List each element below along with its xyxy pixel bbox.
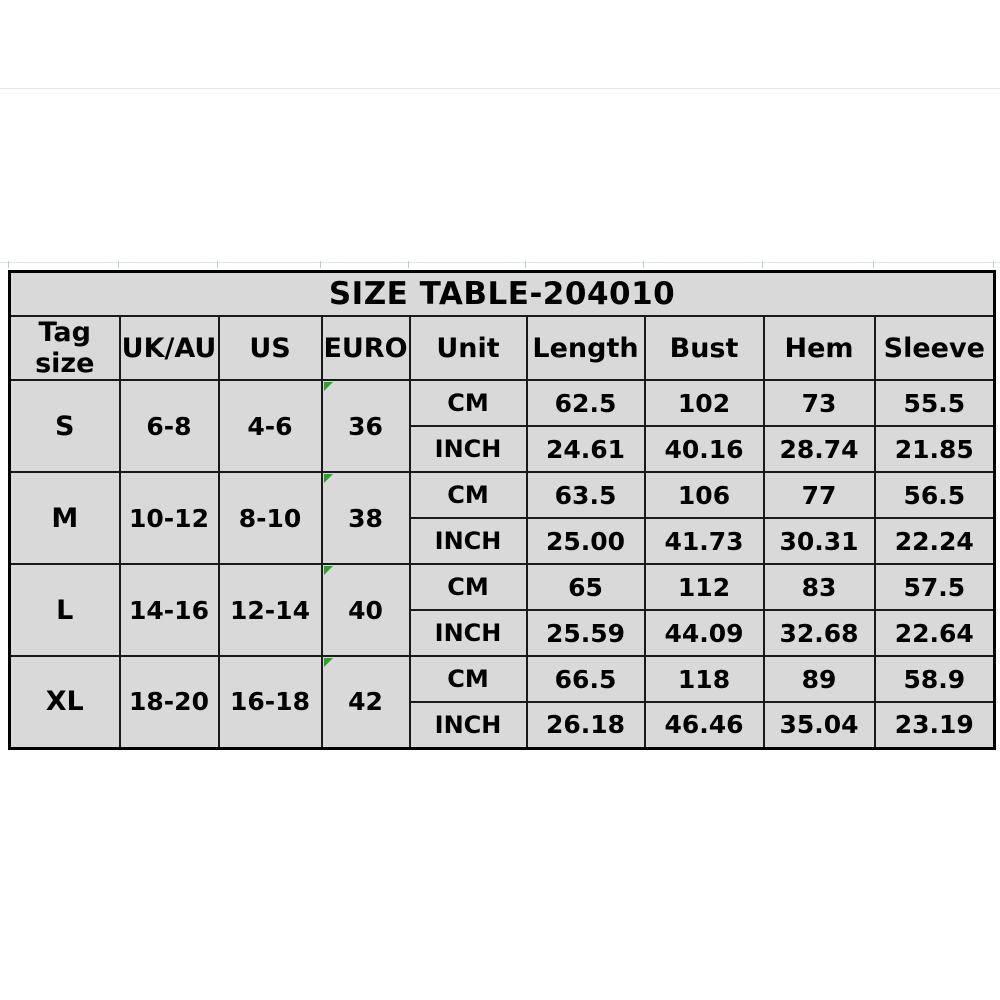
- background-gridline: [0, 262, 1000, 263]
- cell-length-cm-xl: 66.5: [525, 655, 646, 703]
- cell-unit-inch-xl: INCH: [408, 701, 528, 749]
- cell-tag-m: M: [8, 471, 121, 565]
- cell-tag-l: L: [8, 563, 121, 657]
- gridline-tick: [320, 261, 321, 268]
- cell-length-inch-m: 25.00: [525, 517, 646, 565]
- cell-bust-cm-m: 106: [643, 471, 765, 519]
- col-header-tag-size: Tag size: [8, 315, 121, 381]
- error-triangle-icon: [323, 658, 333, 667]
- cell-hem-cm-l: 83: [762, 563, 876, 611]
- cell-sleeve-inch-xl: 23.19: [873, 701, 996, 749]
- cell-ukau-xl: 18-20: [118, 655, 220, 749]
- cell-ukau-l: 14-16: [118, 563, 220, 657]
- euro-value: 42: [348, 687, 383, 717]
- error-triangle-icon: [323, 566, 333, 575]
- cell-bust-inch-s: 40.16: [643, 425, 765, 473]
- cell-bust-inch-m: 41.73: [643, 517, 765, 565]
- size-table: SIZE TABLE-204010 Tag size UK/AU US EURO…: [8, 270, 997, 750]
- cell-length-cm-s: 62.5: [525, 379, 646, 427]
- cell-hem-inch-s: 28.74: [762, 425, 876, 473]
- cell-unit-inch-s: INCH: [408, 425, 528, 473]
- error-triangle-icon: [323, 474, 333, 483]
- col-header-unit: Unit: [408, 315, 528, 381]
- cell-bust-cm-xl: 118: [643, 655, 765, 703]
- cell-us-l: 12-14: [217, 563, 323, 657]
- cell-length-cm-m: 63.5: [525, 471, 646, 519]
- cell-length-inch-s: 24.61: [525, 425, 646, 473]
- cell-length-inch-l: 25.59: [525, 609, 646, 657]
- cell-ukau-s: 6-8: [118, 379, 220, 473]
- cell-sleeve-inch-l: 22.64: [873, 609, 996, 657]
- cell-unit-cm-s: CM: [408, 379, 528, 427]
- gridline-tick: [408, 261, 409, 268]
- cell-sleeve-cm-s: 55.5: [873, 379, 996, 427]
- cell-unit-inch-l: INCH: [408, 609, 528, 657]
- error-triangle-icon: [323, 382, 333, 391]
- gridline-tick: [993, 261, 994, 268]
- cell-euro-s: 36: [320, 379, 411, 473]
- cell-hem-inch-m: 30.31: [762, 517, 876, 565]
- cell-euro-l: 40: [320, 563, 411, 657]
- euro-value: 38: [348, 503, 383, 533]
- cell-length-cm-l: 65: [525, 563, 646, 611]
- table-title: SIZE TABLE-204010: [8, 270, 996, 317]
- cell-sleeve-cm-m: 56.5: [873, 471, 996, 519]
- euro-value: 36: [348, 411, 383, 441]
- euro-value: 40: [348, 595, 383, 625]
- col-header-sleeve: Sleeve: [873, 315, 996, 381]
- gridline-tick: [643, 261, 644, 268]
- cell-bust-inch-xl: 46.46: [643, 701, 765, 749]
- cell-unit-inch-m: INCH: [408, 517, 528, 565]
- col-header-length: Length: [525, 315, 646, 381]
- cell-bust-inch-l: 44.09: [643, 609, 765, 657]
- cell-euro-xl: 42: [320, 655, 411, 749]
- col-header-bust: Bust: [643, 315, 765, 381]
- col-header-hem: Hem: [762, 315, 876, 381]
- cell-unit-cm-l: CM: [408, 563, 528, 611]
- gridline-tick: [217, 261, 218, 268]
- cell-us-xl: 16-18: [217, 655, 323, 749]
- gridline-tick: [762, 261, 763, 268]
- cell-euro-m: 38: [320, 471, 411, 565]
- cell-us-s: 4-6: [217, 379, 323, 473]
- cell-tag-s: S: [8, 379, 121, 473]
- cell-hem-cm-xl: 89: [762, 655, 876, 703]
- gridline-tick: [525, 261, 526, 268]
- cell-sleeve-cm-l: 57.5: [873, 563, 996, 611]
- gridline-tick: [8, 261, 9, 268]
- cell-sleeve-cm-xl: 58.9: [873, 655, 996, 703]
- gridline-tick: [873, 261, 874, 268]
- cell-sleeve-inch-m: 22.24: [873, 517, 996, 565]
- cell-sleeve-inch-s: 21.85: [873, 425, 996, 473]
- cell-bust-cm-l: 112: [643, 563, 765, 611]
- cell-tag-xl: XL: [8, 655, 121, 749]
- cell-length-inch-xl: 26.18: [525, 701, 646, 749]
- cell-us-m: 8-10: [217, 471, 323, 565]
- cell-ukau-m: 10-12: [118, 471, 220, 565]
- col-header-us: US: [217, 315, 323, 381]
- gridline-tick: [118, 261, 119, 268]
- cell-hem-inch-l: 32.68: [762, 609, 876, 657]
- cell-bust-cm-s: 102: [643, 379, 765, 427]
- cell-unit-cm-xl: CM: [408, 655, 528, 703]
- cell-hem-inch-xl: 35.04: [762, 701, 876, 749]
- cell-hem-cm-m: 77: [762, 471, 876, 519]
- col-header-euro: EURO: [320, 315, 411, 381]
- cell-hem-cm-s: 73: [762, 379, 876, 427]
- col-header-uk-au: UK/AU: [118, 315, 220, 381]
- cell-unit-cm-m: CM: [408, 471, 528, 519]
- background-gridline: [0, 88, 1000, 89]
